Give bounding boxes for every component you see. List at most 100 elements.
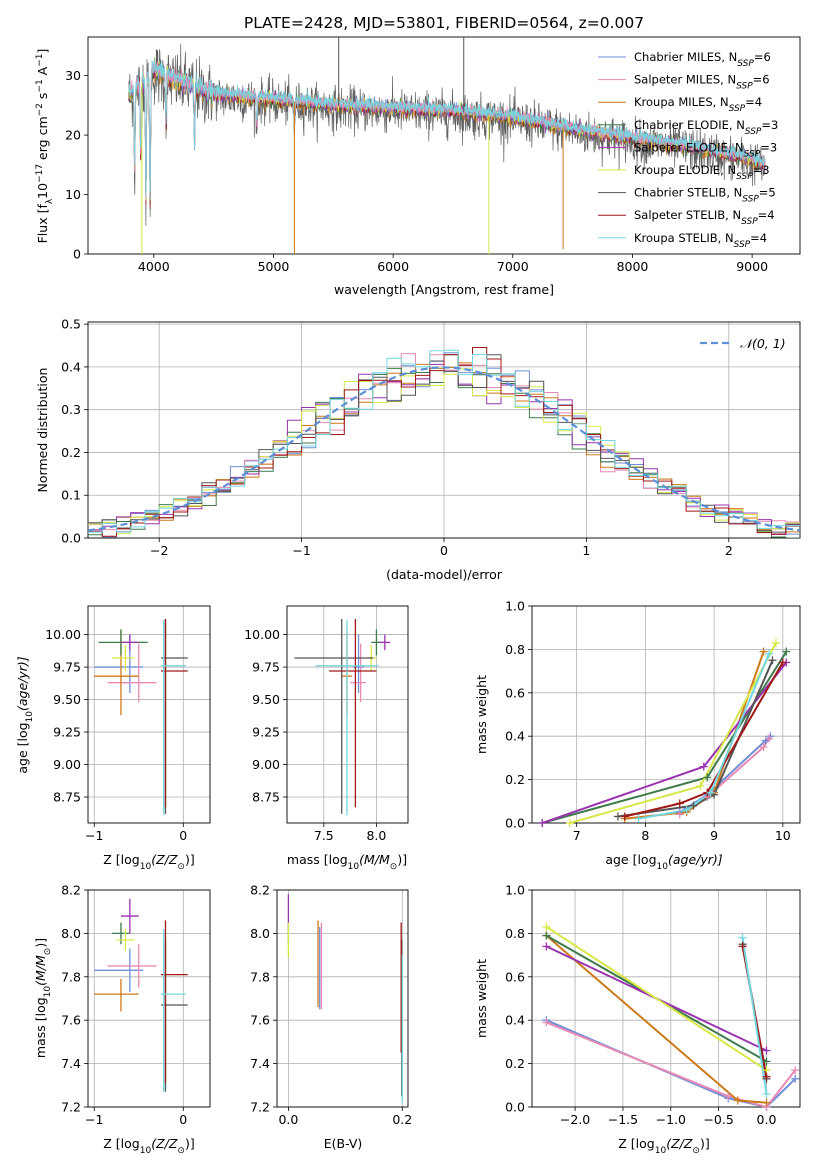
y-tick-label: 10.00 bbox=[244, 627, 280, 642]
y-tick-label: 8.2 bbox=[250, 883, 270, 898]
x-tick-label: 8 bbox=[641, 828, 649, 843]
legend-entry-part: SSP bbox=[736, 82, 753, 92]
x-axis-label-part: wavelength [Angstrom, rest frame] bbox=[334, 282, 554, 297]
legend-entry-part: N bbox=[732, 208, 741, 222]
x-axis-label-part: ⊙ bbox=[692, 1146, 700, 1156]
legend-entry: Salpeter MILES, NSSP=6 bbox=[634, 73, 770, 92]
x-axis-label-part: 10 bbox=[348, 862, 360, 872]
x-axis-label-part: (age/yr)] bbox=[668, 852, 723, 867]
y-tick-label: 0.0 bbox=[61, 531, 81, 546]
legend-entry-part: =3 bbox=[760, 140, 777, 154]
y-tick-label: 9.50 bbox=[252, 692, 280, 707]
legend-entry-part: SSP bbox=[741, 217, 758, 227]
legend-entry-part: SSP bbox=[736, 172, 753, 182]
y-tick-label: 0.1 bbox=[61, 488, 81, 503]
y-tick-label: 7.2 bbox=[250, 1100, 270, 1115]
x-axis-label-part: 10 bbox=[657, 862, 669, 872]
legend-entry-part: Kroupa ELODIE, bbox=[634, 163, 727, 177]
y-tick-label: 7.6 bbox=[61, 1013, 81, 1028]
x-axis-label: E(B-V) bbox=[324, 1136, 363, 1151]
y-tick-label: 9.25 bbox=[252, 725, 280, 740]
x-tick-label: −1 bbox=[85, 1112, 103, 1127]
y-tick-label: 0.0 bbox=[505, 1100, 525, 1115]
legend-entry-part: =5 bbox=[759, 186, 776, 200]
y-axis-label-part: age [log bbox=[15, 722, 30, 773]
plot-area bbox=[94, 618, 188, 816]
axes-frame bbox=[87, 36, 801, 255]
legend-entry-part: =3 bbox=[753, 163, 770, 177]
x-tick-label: 2 bbox=[725, 543, 733, 558]
x-axis-label-part: 10 bbox=[655, 1146, 667, 1156]
histogram-step bbox=[88, 349, 800, 533]
y-tick-label: 10 bbox=[65, 187, 81, 202]
x-tick-label: −0.5 bbox=[703, 1112, 733, 1127]
mass-vs-ebv-plot: 0.0 0.2 7.2 7.4 7.6 7.8 8.0 8.2 E(B-V) bbox=[250, 883, 412, 1152]
y-tick-label: 9.25 bbox=[53, 725, 81, 740]
y-tick-label: 7.8 bbox=[250, 969, 270, 984]
plot-area bbox=[287, 894, 403, 1103]
axes-frame bbox=[87, 321, 801, 539]
x-tick-label: −2.0 bbox=[560, 1112, 590, 1127]
y-tick-label: 1.0 bbox=[505, 599, 525, 614]
y-axis-label-part: −2 bbox=[35, 103, 45, 116]
plot-area bbox=[128, 37, 766, 254]
x-tick-label: 7000 bbox=[497, 259, 529, 274]
y-axis-label-part: ⊙ bbox=[43, 948, 53, 956]
gaussian-curve bbox=[88, 366, 800, 532]
y-axis-label-part: Flux [f bbox=[35, 204, 50, 244]
legend-entry-part: N bbox=[735, 140, 744, 154]
mass-weight-vs-age-plot: 7 8 9 10 0.0 0.2 0.4 0.6 0.8 1.0 mass weight age [l… bbox=[474, 599, 801, 872]
x-axis-label: Z [log10(Z/Z⊙)] bbox=[618, 1136, 709, 1156]
y-axis-label-part: A bbox=[35, 66, 50, 79]
figure-title: PLATE=2428, MJD=53801, FIBERID=0564, z=0… bbox=[244, 14, 644, 32]
x-axis-label-part: )] bbox=[185, 1136, 195, 1151]
legend-entry-part: SSP bbox=[729, 104, 746, 114]
series-line bbox=[569, 642, 777, 823]
age-vs-mass-plot: 7.5 8.0 8.75 9.00 9.25 9.50 9.75 10.00 mass [log… bbox=[244, 605, 409, 872]
x-axis-label: Z [log10(Z/Z⊙)] bbox=[103, 1136, 194, 1156]
y-axis-label: age [log10(age/yr)] bbox=[15, 656, 35, 773]
legend-entry-part: SSP bbox=[744, 149, 761, 159]
legend-entry-part: =6 bbox=[753, 73, 770, 87]
y-tick-label: 0.8 bbox=[505, 926, 525, 941]
axes-frame bbox=[531, 605, 801, 824]
y-axis-label-part: (M/M bbox=[33, 955, 48, 986]
x-axis-label-part: Z [log bbox=[103, 1136, 139, 1151]
legend-entry-part: Kroupa MILES, bbox=[634, 95, 720, 109]
y-tick-label: 8.0 bbox=[250, 926, 270, 941]
legend-entry-part: Salpeter ELODIE, bbox=[634, 140, 735, 154]
y-tick-label: 0 bbox=[73, 247, 81, 262]
plot-area bbox=[545, 926, 796, 1107]
y-tick-label: 10.00 bbox=[45, 627, 81, 642]
x-tick-label: 0.2 bbox=[392, 1112, 412, 1127]
y-tick-label: 8.2 bbox=[61, 883, 81, 898]
legend-entry-part: N bbox=[729, 50, 738, 64]
y-tick-label: 7.8 bbox=[61, 969, 81, 984]
x-axis-label-part: Z [log bbox=[618, 1136, 654, 1151]
y-axis-label-part: mass [log bbox=[33, 997, 48, 1058]
x-tick-label: −1 bbox=[85, 828, 103, 843]
y-tick-label: 0.5 bbox=[61, 317, 81, 332]
legend-entry-part: Salpeter STELIB, bbox=[634, 208, 732, 222]
x-axis-label-part: 10 bbox=[140, 1146, 152, 1156]
x-tick-label: −2 bbox=[150, 543, 168, 558]
y-axis-label: Flux [fλ10−17 erg cm−2 s−1 A−1] bbox=[35, 49, 55, 244]
legend-entry-part: N bbox=[736, 118, 745, 132]
legend-entry-part: SSP bbox=[737, 59, 754, 69]
x-tick-label: −1 bbox=[292, 543, 310, 558]
x-tick-label: −1.0 bbox=[656, 1112, 686, 1127]
x-axis-label: (data-model)/error bbox=[386, 567, 503, 582]
y-tick-label: 0.4 bbox=[505, 729, 525, 744]
y-tick-label: 0.4 bbox=[61, 359, 81, 374]
x-tick-label: 9000 bbox=[736, 259, 768, 274]
y-axis-label: Normed distribution bbox=[35, 368, 50, 493]
y-axis-label-part: )] bbox=[33, 938, 48, 948]
y-tick-label: 7.2 bbox=[61, 1100, 81, 1115]
x-axis-label-part: (Z/Z bbox=[151, 852, 178, 867]
y-tick-label: 1.0 bbox=[505, 883, 525, 898]
series-line bbox=[617, 659, 774, 818]
y-axis-label: mass [log10(M/M⊙)] bbox=[33, 938, 53, 1058]
y-tick-label: 0.2 bbox=[505, 1056, 525, 1071]
x-tick-label: 8000 bbox=[617, 259, 649, 274]
